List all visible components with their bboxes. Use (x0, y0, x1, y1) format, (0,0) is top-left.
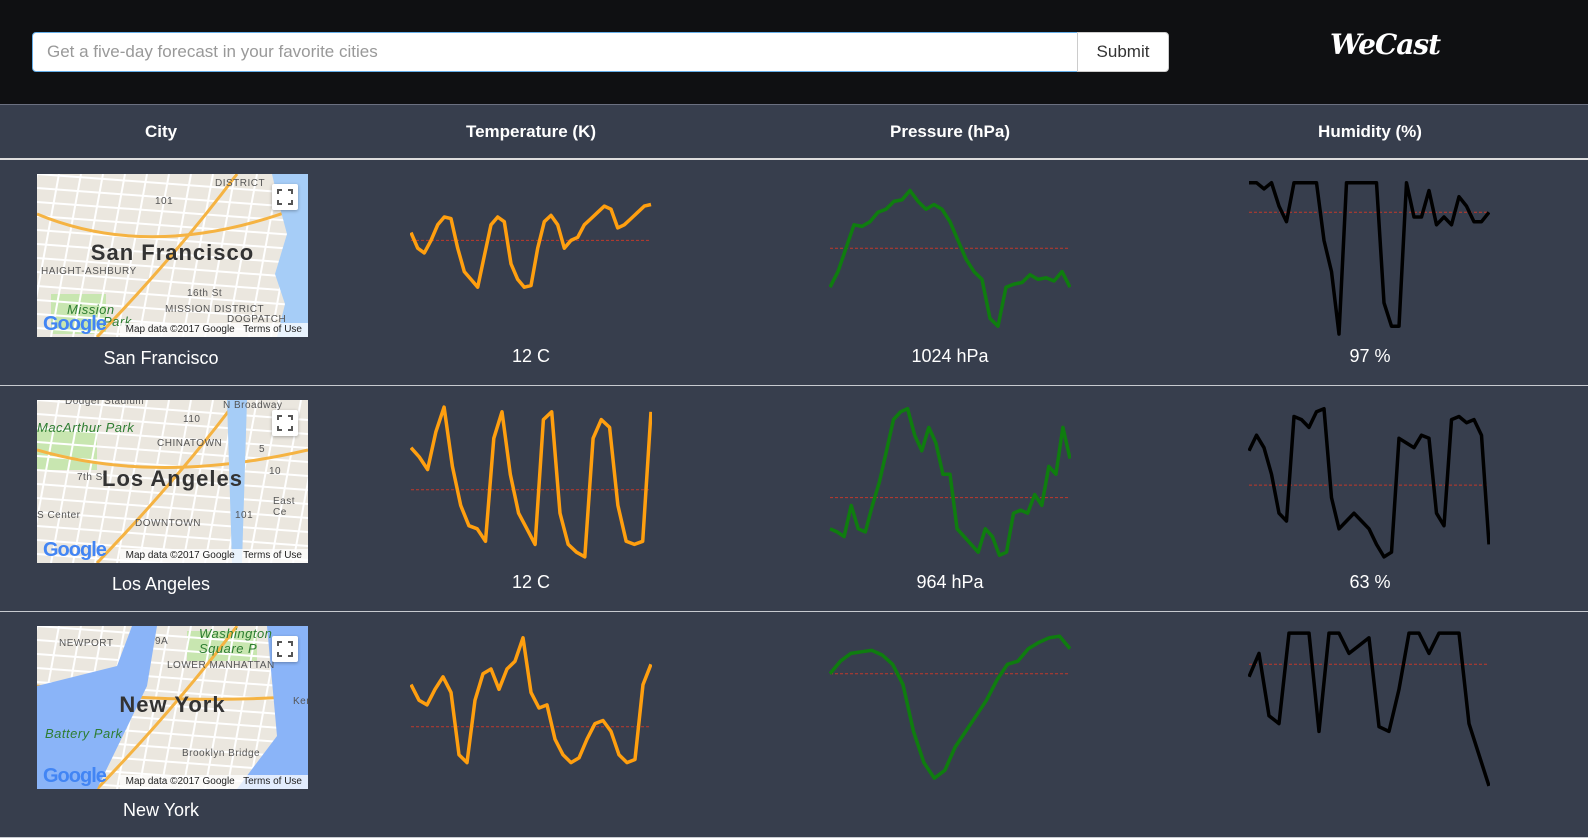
map-place-label: 101 (235, 510, 254, 521)
terms-of-use-link[interactable]: Terms of Use (243, 324, 302, 335)
map-data-credit: Map data ©2017 Google (125, 776, 235, 787)
table-row: NEWPORT 9A Washington Square P LOWER MANHAT… (0, 612, 1588, 838)
google-logo: Google (43, 539, 107, 561)
submit-button[interactable]: Submit (1077, 32, 1169, 72)
sparkline-path (410, 636, 652, 765)
terms-of-use-link[interactable]: Terms of Use (243, 550, 302, 561)
map-place-label: NEWPORT (59, 638, 114, 649)
map-place-label: East Ce (273, 496, 296, 518)
map-data-credit: Map data ©2017 Google (125, 324, 235, 335)
map-attribution: Map data ©2017 Google Terms of Use (119, 775, 308, 789)
map-tiles (37, 400, 308, 563)
map-place-label: 16th St (187, 288, 223, 299)
map-city-label: New York (119, 692, 226, 717)
column-header-city: City (144, 122, 178, 141)
fullscreen-icon[interactable] (272, 184, 298, 210)
column-header-humidity: Humidity (%) (1318, 122, 1422, 141)
map-place-label: MacArthur Park (37, 420, 135, 435)
temperature-value: 12 C (511, 572, 551, 592)
map-attribution: Map data ©2017 Google Terms of Use (119, 323, 308, 337)
sparkline-path (829, 634, 1071, 780)
city-name: New York (122, 800, 200, 820)
map-place-label: DOGPATCH (227, 314, 287, 325)
city-map[interactable]: NEWPORT 9A Washington Square P LOWER MANHAT… (37, 626, 308, 789)
temperature-sparkline (410, 636, 652, 765)
map-attribution: Map data ©2017 Google Terms of Use (119, 549, 308, 563)
pressure-sparkline (829, 406, 1071, 558)
map-place-label: Kent (293, 696, 308, 707)
fullscreen-icon[interactable] (272, 410, 298, 436)
map-place-label: S Center (37, 510, 81, 521)
pressure-value: 1024 hPa (911, 346, 989, 366)
humidity-sparkline (1249, 180, 1490, 336)
map-place-label: DISTRICT (215, 178, 266, 189)
map-place-label: Mission (67, 302, 115, 317)
sparkline-path (829, 406, 1071, 558)
pressure-sparkline (829, 188, 1071, 328)
map-city-label: Los Angeles (102, 466, 243, 491)
temperature-value: 12 C (511, 346, 551, 366)
google-logo: Google (43, 765, 107, 787)
map-place-label: 101 (155, 196, 174, 207)
map-place-label: Dodger Stadium (65, 400, 145, 407)
map-place-label: DOWNTOWN (135, 518, 202, 529)
map-place-label: CHINATOWN (157, 438, 223, 449)
humidity-value: 63 % (1349, 572, 1391, 592)
sparkline-path (1249, 180, 1490, 336)
table-row: Dodger Stadium 110 N Broadway MacArthur Par… (0, 386, 1588, 612)
search-input[interactable] (32, 32, 1078, 72)
map-place-label: LOWER MANHATTAN (167, 660, 275, 671)
map-place-label: 7th St (77, 472, 107, 483)
pressure-value: 964 hPa (916, 572, 984, 592)
terms-of-use-link[interactable]: Terms of Use (243, 776, 302, 787)
top-navbar: Submit WeCast (0, 0, 1588, 105)
city-map[interactable]: DISTRICT 101 HAIGHT-ASHBURY 16th St Mission M… (37, 174, 308, 337)
map-place-label: 9A (155, 636, 169, 647)
sparkline-path (410, 202, 652, 289)
table-row: DISTRICT 101 HAIGHT-ASHBURY 16th St Mission M… (0, 160, 1588, 386)
sparkline-path (410, 405, 652, 559)
map-place-label: Brooklyn Bridge (182, 748, 261, 759)
city-name: Los Angeles (111, 574, 211, 594)
sparkline-path (829, 188, 1071, 328)
map-place-label: Battery Park (45, 726, 123, 741)
map-place-label: MISSION DISTRICT (165, 304, 265, 315)
temperature-sparkline (410, 202, 652, 289)
map-place-label: Washington Square P (199, 626, 273, 656)
table-header: City Temperature (K) Pressure (hPa) Humi… (0, 106, 1588, 160)
map-data-credit: Map data ©2017 Google (125, 550, 235, 561)
map-place-label: 110 (183, 414, 201, 425)
pressure-sparkline (829, 634, 1071, 780)
city-name: San Francisco (103, 348, 219, 368)
humidity-sparkline (1248, 631, 1490, 787)
map-tiles (37, 174, 308, 337)
fullscreen-icon[interactable] (272, 636, 298, 662)
city-map[interactable]: Dodger Stadium 110 N Broadway MacArthur Par… (37, 400, 308, 563)
map-city-label: San Francisco (90, 240, 255, 265)
google-logo: Google (43, 313, 107, 335)
sparkline-path (1248, 631, 1490, 787)
column-header-temperature: Temperature (K) (465, 122, 597, 141)
map-place-label: HAIGHT-ASHBURY (41, 266, 137, 277)
humidity-value: 97 % (1349, 346, 1391, 366)
map-tiles (37, 626, 308, 789)
map-place-label: 10 (269, 466, 282, 477)
map-place-label: N Broadway (223, 400, 283, 411)
sparkline-path (1248, 406, 1490, 559)
humidity-sparkline (1248, 406, 1490, 559)
column-header-pressure: Pressure (hPa) (890, 122, 1010, 141)
map-place-label: 5 (259, 444, 266, 455)
app-logo[interactable]: WeCast (1330, 28, 1441, 61)
temperature-sparkline (410, 405, 652, 559)
